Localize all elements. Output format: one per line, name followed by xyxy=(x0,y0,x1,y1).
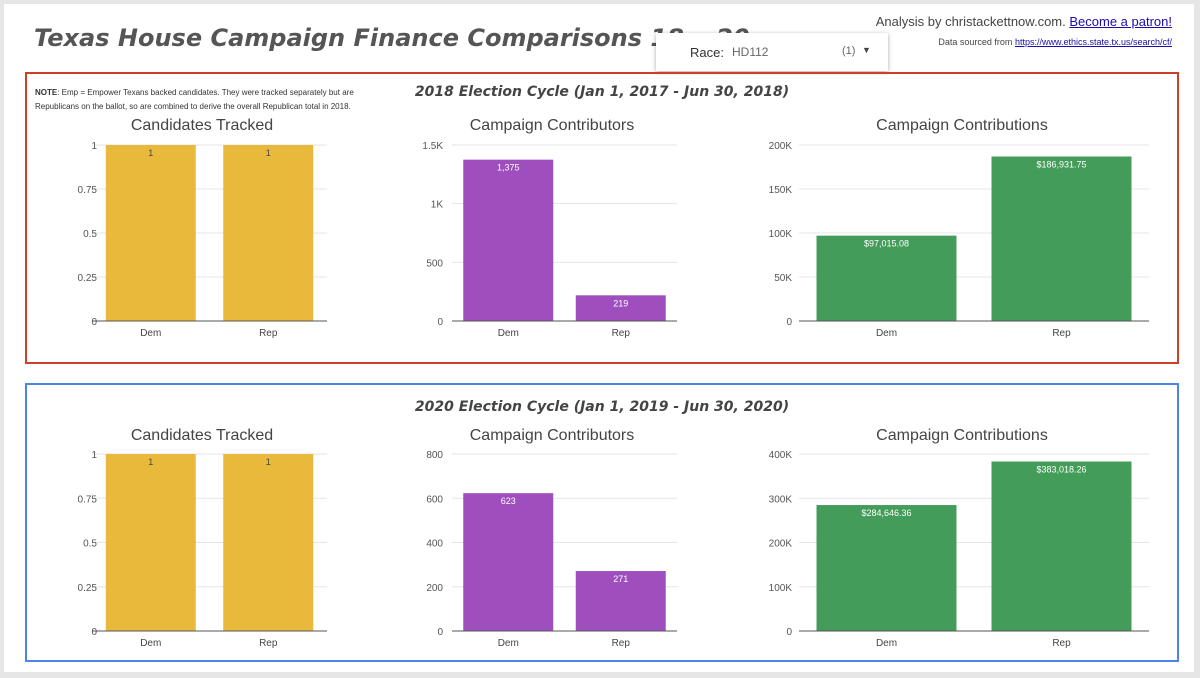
patron-link[interactable]: Become a patron! xyxy=(1069,14,1172,29)
contributions-chart-2020: 0 100K 200K 300K 400K $284,646.36 Dem $383,018.… xyxy=(769,450,1149,649)
y-tick-label: 400K xyxy=(769,450,793,461)
y-tick-label: 0.5 xyxy=(83,229,97,240)
x-tick-label: Dem xyxy=(876,638,897,649)
y-tick-label: 0 xyxy=(786,627,792,638)
chart-title-contributors-2020: Campaign Contributors xyxy=(469,427,635,444)
y-tick-label: 500 xyxy=(426,258,443,269)
chart-title-contributors-2018: Campaign Contributors xyxy=(469,117,635,134)
bar-rep xyxy=(575,295,666,321)
data-label: $97,015.08 xyxy=(864,239,909,249)
candidates-chart-2020: 0 0.25 0.5 0.75 1 1 Dem 1 Rep xyxy=(78,450,327,649)
chart-title-contributions-2020: Campaign Contributions xyxy=(876,427,1048,444)
source-text: Data sourced from xyxy=(938,37,1013,47)
race-filter-value: HD112 xyxy=(732,45,769,59)
chart-title-candidates-2020: Candidates Tracked xyxy=(130,427,274,444)
x-tick-label: Rep xyxy=(259,638,278,649)
y-tick-label: 600 xyxy=(426,494,443,505)
bar-dem xyxy=(816,505,957,631)
y-tick-label: 200K xyxy=(769,539,793,550)
chart-title-candidates-2018: Candidates Tracked xyxy=(130,117,274,134)
data-label: 623 xyxy=(501,496,516,506)
data-label: 1 xyxy=(148,148,153,158)
y-tick-label: 1 xyxy=(91,141,97,152)
contributors-chart-2018: 0 500 1K 1.5K 1,375 Dem 219 Rep xyxy=(422,141,677,339)
x-tick-label: Dem xyxy=(876,328,897,339)
race-filter-count: (1) xyxy=(842,45,856,57)
y-tick-label: 0 xyxy=(437,317,443,328)
y-tick-label: 0.75 xyxy=(78,185,98,196)
y-tick-label: 1K xyxy=(431,200,444,211)
y-tick-label: 100K xyxy=(769,583,793,594)
cycle-2018-title: 2018 Election Cycle (Jan 1, 2017 - Jun 3… xyxy=(414,84,790,100)
y-tick-label: 150K xyxy=(769,185,793,196)
bar-rep xyxy=(223,454,314,631)
x-tick-label: Rep xyxy=(259,328,278,339)
y-tick-label: 0.75 xyxy=(78,494,98,505)
y-tick-label: 0.5 xyxy=(83,539,97,550)
y-tick-label: 100K xyxy=(769,229,793,240)
cycle-2020-panel: 2020 Election Cycle (Jan 1, 2019 - Jun 3… xyxy=(25,383,1179,662)
source-link[interactable]: https://www.ethics.state.tx.us/search/cf… xyxy=(1014,37,1172,47)
cycle-2020-title: 2020 Election Cycle (Jan 1, 2019 - Jun 3… xyxy=(414,399,790,415)
y-tick-label: 200 xyxy=(426,583,443,594)
data-label: 1 xyxy=(266,148,271,158)
x-tick-label: Dem xyxy=(140,328,161,339)
chart-title-contributions-2018: Campaign Contributions xyxy=(876,117,1048,134)
bar-rep xyxy=(991,461,1132,631)
credit-line: Analysis by christackettnow.com. Become … xyxy=(876,14,1172,29)
race-filter-label: Race: xyxy=(690,45,724,60)
bar-rep xyxy=(575,571,666,631)
bar-rep xyxy=(991,156,1132,321)
bar-dem xyxy=(463,493,554,631)
bar-dem xyxy=(105,454,196,631)
y-tick-label: 0.25 xyxy=(78,583,98,594)
x-tick-label: Dem xyxy=(498,638,519,649)
note-body: : Emp = Empower Texans backed candidates… xyxy=(35,88,354,111)
x-tick-label: Rep xyxy=(1052,328,1071,339)
caret-down-icon: ▼ xyxy=(862,45,871,55)
x-tick-label: Rep xyxy=(1052,638,1071,649)
cycle-2018-panel: NOTE: Emp = Empower Texans backed candid… xyxy=(25,72,1179,364)
data-label: 1,375 xyxy=(497,163,520,173)
candidates-chart-2018: 0 0.25 0.5 0.75 1 1 Dem 1 Rep xyxy=(78,141,327,339)
data-label: $383,018.26 xyxy=(1036,465,1086,475)
y-tick-label: 1.5K xyxy=(422,141,443,152)
contributions-chart-2018: 0 50K 100K 150K 200K $97,015.08 Dem $186,931.75… xyxy=(769,141,1149,339)
contributors-chart-2020: 0 200 400 600 800 623 Dem 271 Rep xyxy=(426,450,677,649)
y-tick-label: 0 xyxy=(91,317,97,328)
data-label: 1 xyxy=(148,457,153,467)
data-label: 219 xyxy=(613,298,628,308)
y-tick-label: 0.25 xyxy=(78,273,98,284)
data-label: $186,931.75 xyxy=(1036,160,1086,170)
race-filter-dropdown[interactable]: Race: HD112 (1) ▼ xyxy=(656,33,888,71)
bar-dem xyxy=(816,235,957,321)
credit-text: Analysis by christackettnow.com. xyxy=(875,14,1066,29)
x-tick-label: Dem xyxy=(498,328,519,339)
bar-dem xyxy=(105,145,196,321)
data-label: $284,646.36 xyxy=(861,508,911,518)
x-tick-label: Rep xyxy=(612,638,631,649)
data-label: 1 xyxy=(266,457,271,467)
y-tick-label: 200K xyxy=(769,141,793,152)
dashboard-page: Texas House Campaign Finance Comparisons… xyxy=(4,4,1194,672)
y-tick-label: 300K xyxy=(769,494,793,505)
y-tick-label: 50K xyxy=(774,273,792,284)
note-label: NOTE xyxy=(35,88,58,97)
data-label: 271 xyxy=(613,574,628,584)
y-tick-label: 0 xyxy=(786,317,792,328)
y-tick-label: 0 xyxy=(437,627,443,638)
y-tick-label: 0 xyxy=(91,627,97,638)
bar-dem xyxy=(463,159,554,321)
y-tick-label: 800 xyxy=(426,450,443,461)
bar-rep xyxy=(223,145,314,321)
note-text: NOTE: Emp = Empower Texans backed candid… xyxy=(35,86,387,114)
y-tick-label: 1 xyxy=(91,450,97,461)
page-title: Texas House Campaign Finance Comparisons… xyxy=(34,24,750,52)
source-line: Data sourced from https://www.ethics.sta… xyxy=(938,37,1172,47)
y-tick-label: 400 xyxy=(426,539,443,550)
x-tick-label: Rep xyxy=(612,328,631,339)
x-tick-label: Dem xyxy=(140,638,161,649)
